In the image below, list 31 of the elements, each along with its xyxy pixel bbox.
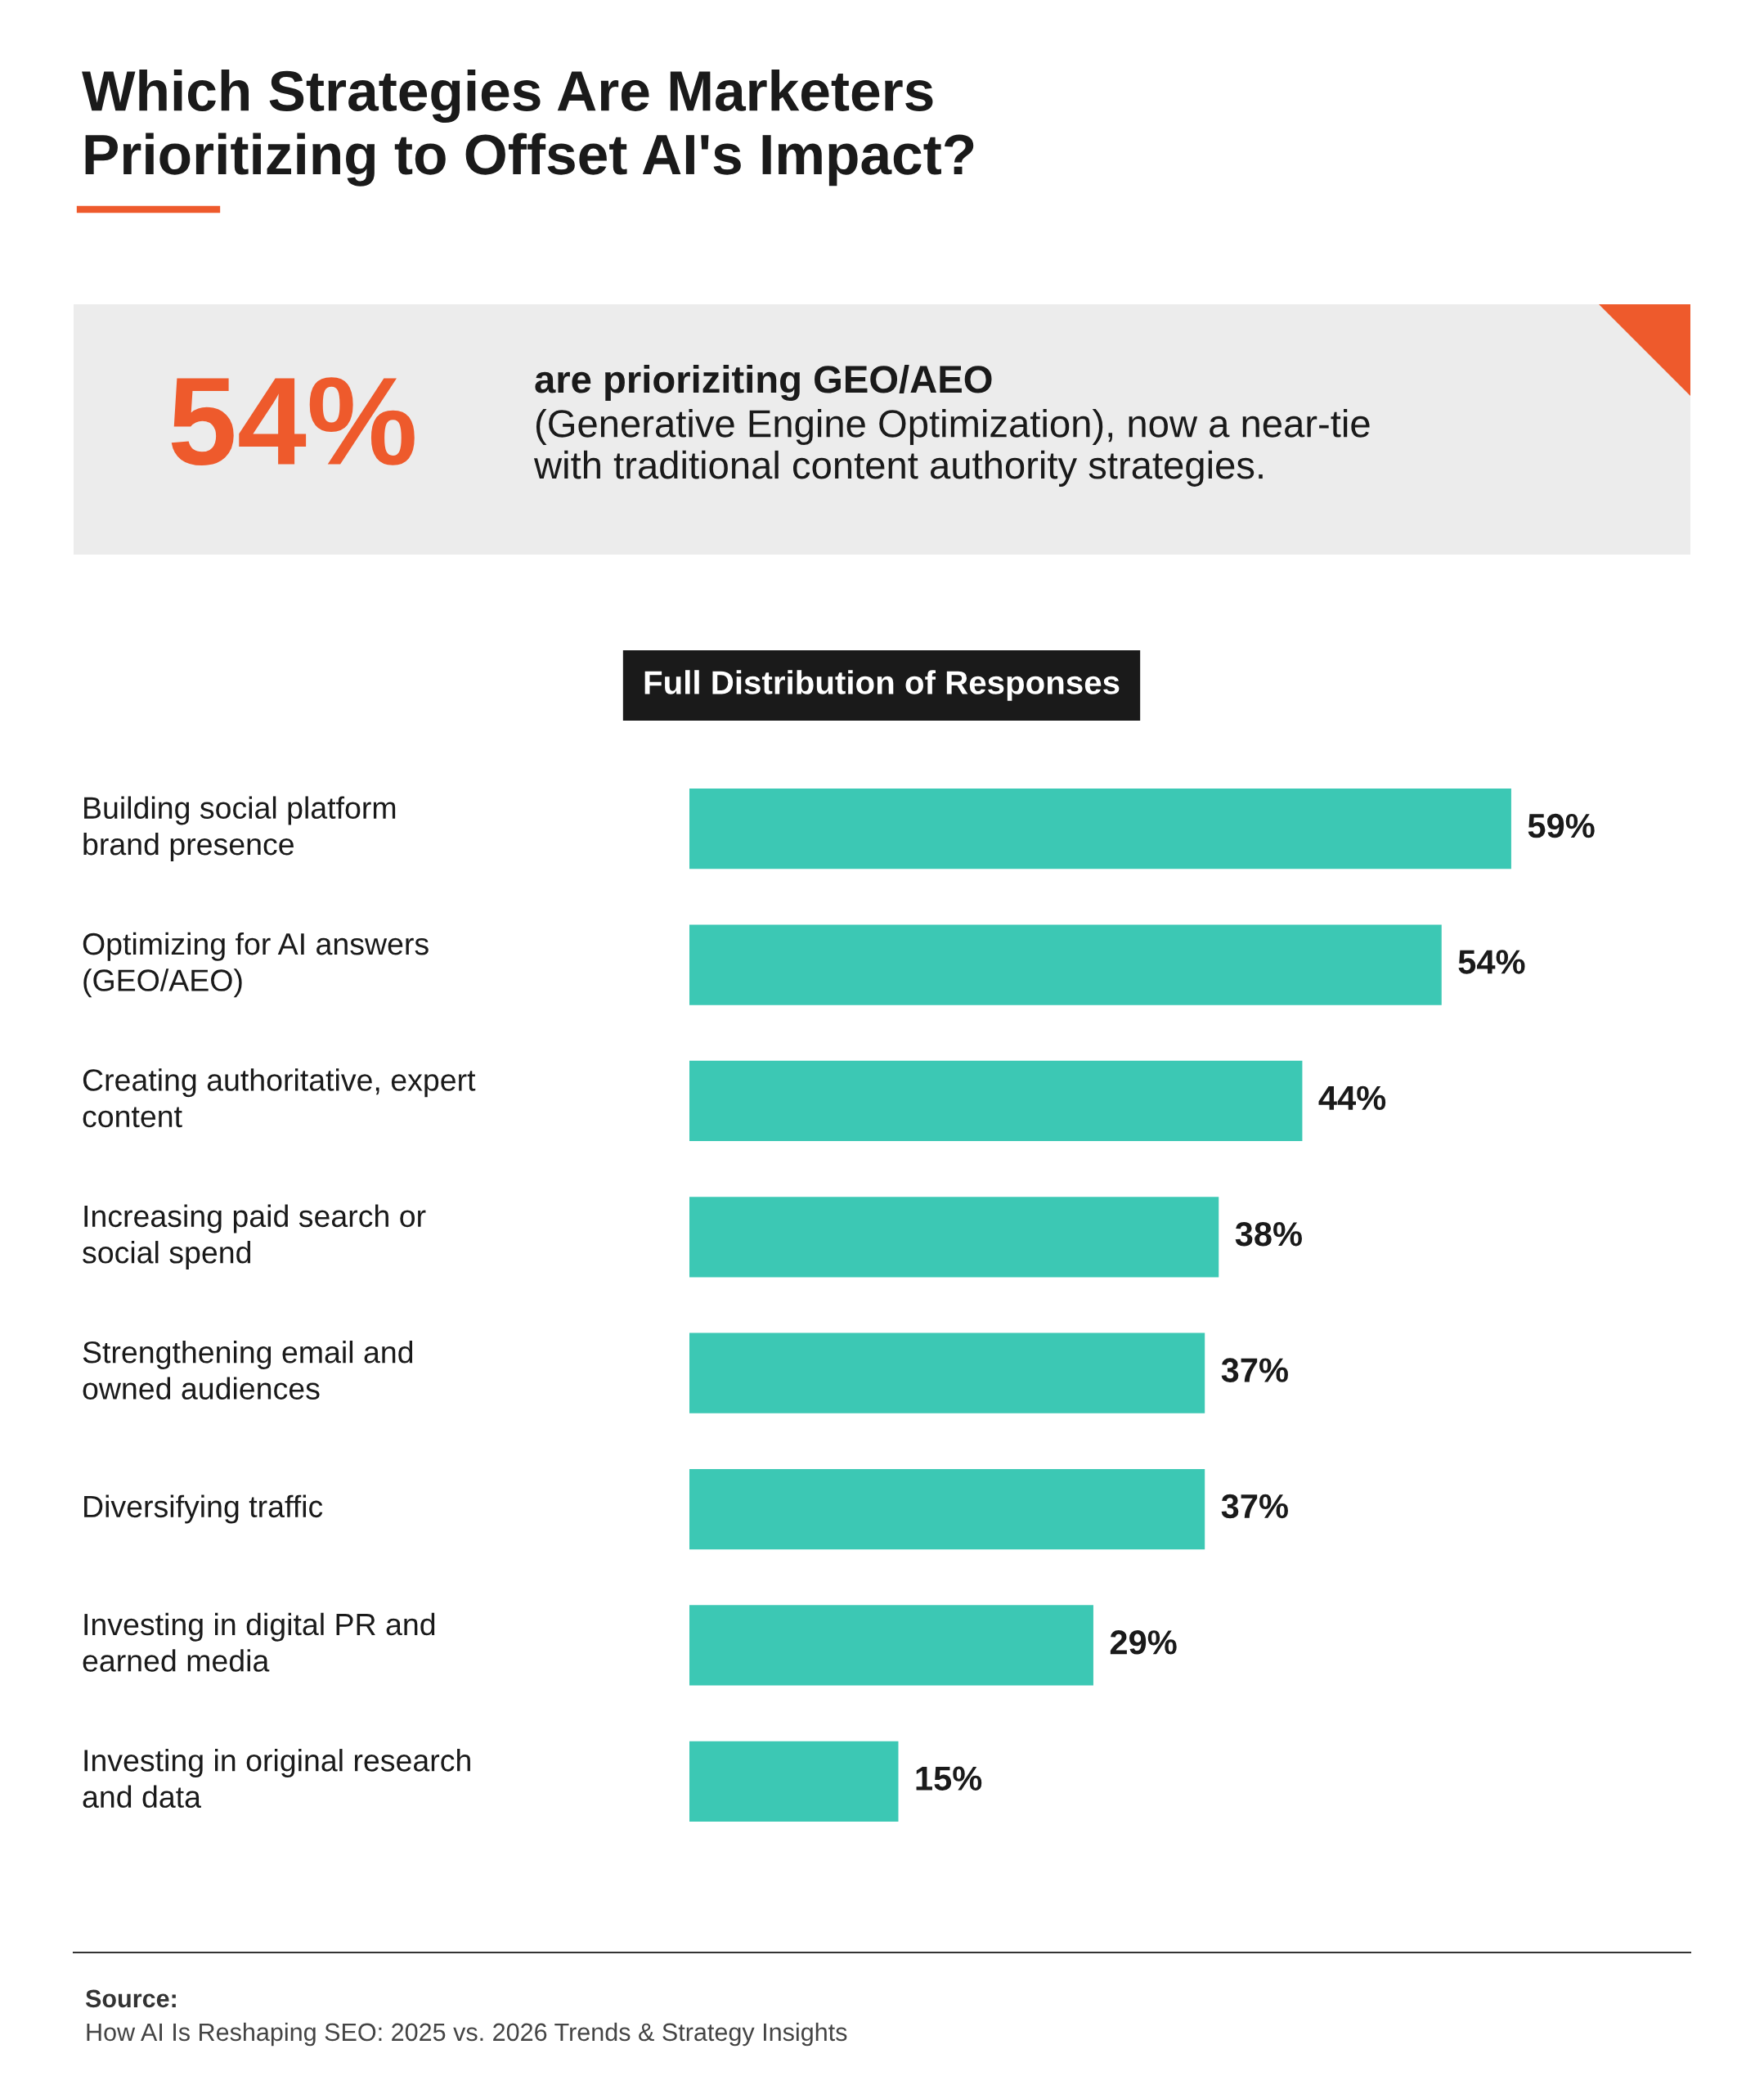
- data-label: 29%: [1110, 1630, 1177, 1655]
- text: 54%: [171, 377, 415, 466]
- bar: [689, 789, 1511, 870]
- data-label: 59%: [1528, 813, 1595, 838]
- bar: [689, 1468, 1205, 1550]
- y-tick-label: Building social platform brand presence: [83, 796, 396, 861]
- bar: [689, 1197, 1219, 1278]
- bar: [689, 924, 1442, 1005]
- y-tick-label: Creating authoritative, expert content: [83, 1068, 476, 1128]
- source-note: Source:: [85, 1989, 176, 2008]
- bar: [689, 1605, 1093, 1686]
- data-label: 54%: [1458, 950, 1525, 974]
- text: are prioriziting GEO/AEO: [535, 364, 992, 402]
- text: How AI Is Reshaping SEO: 2025 vs. 2026 Trends & Strategy Insights: [87, 2022, 847, 2047]
- chart-title: Which Strategies Are Marketers Prioritizing to Offset AI's Impact?: [82, 70, 974, 186]
- bar: [689, 1060, 1303, 1142]
- chart-subtitle: Full Distribution of Responses: [644, 670, 1120, 701]
- data-label: 38%: [1235, 1221, 1302, 1247]
- y-tick-label: Investing in original research and data: [83, 1749, 470, 1809]
- y-tick-label: Optimizing for AI answers (GEO/AEO): [83, 932, 429, 998]
- data-label: 44%: [1318, 1085, 1386, 1111]
- y-tick-label: Increasing paid search or social spend: [83, 1204, 426, 1270]
- data-label: 37%: [1221, 1494, 1288, 1519]
- text: (Generative Engine Optimization), now a near-tie with traditional content authority strategies.: [533, 409, 1370, 487]
- y-tick-label: Diversifying traffic: [84, 1494, 323, 1524]
- bar: [689, 1332, 1205, 1413]
- data-label: 37%: [1221, 1358, 1288, 1382]
- bar: [689, 1741, 899, 1822]
- y-tick-label: Strengthening email and owned audiences: [83, 1340, 413, 1400]
- data-label: 15%: [916, 1766, 982, 1791]
- y-tick-label: Investing in digital PR and earned media: [83, 1612, 435, 1672]
